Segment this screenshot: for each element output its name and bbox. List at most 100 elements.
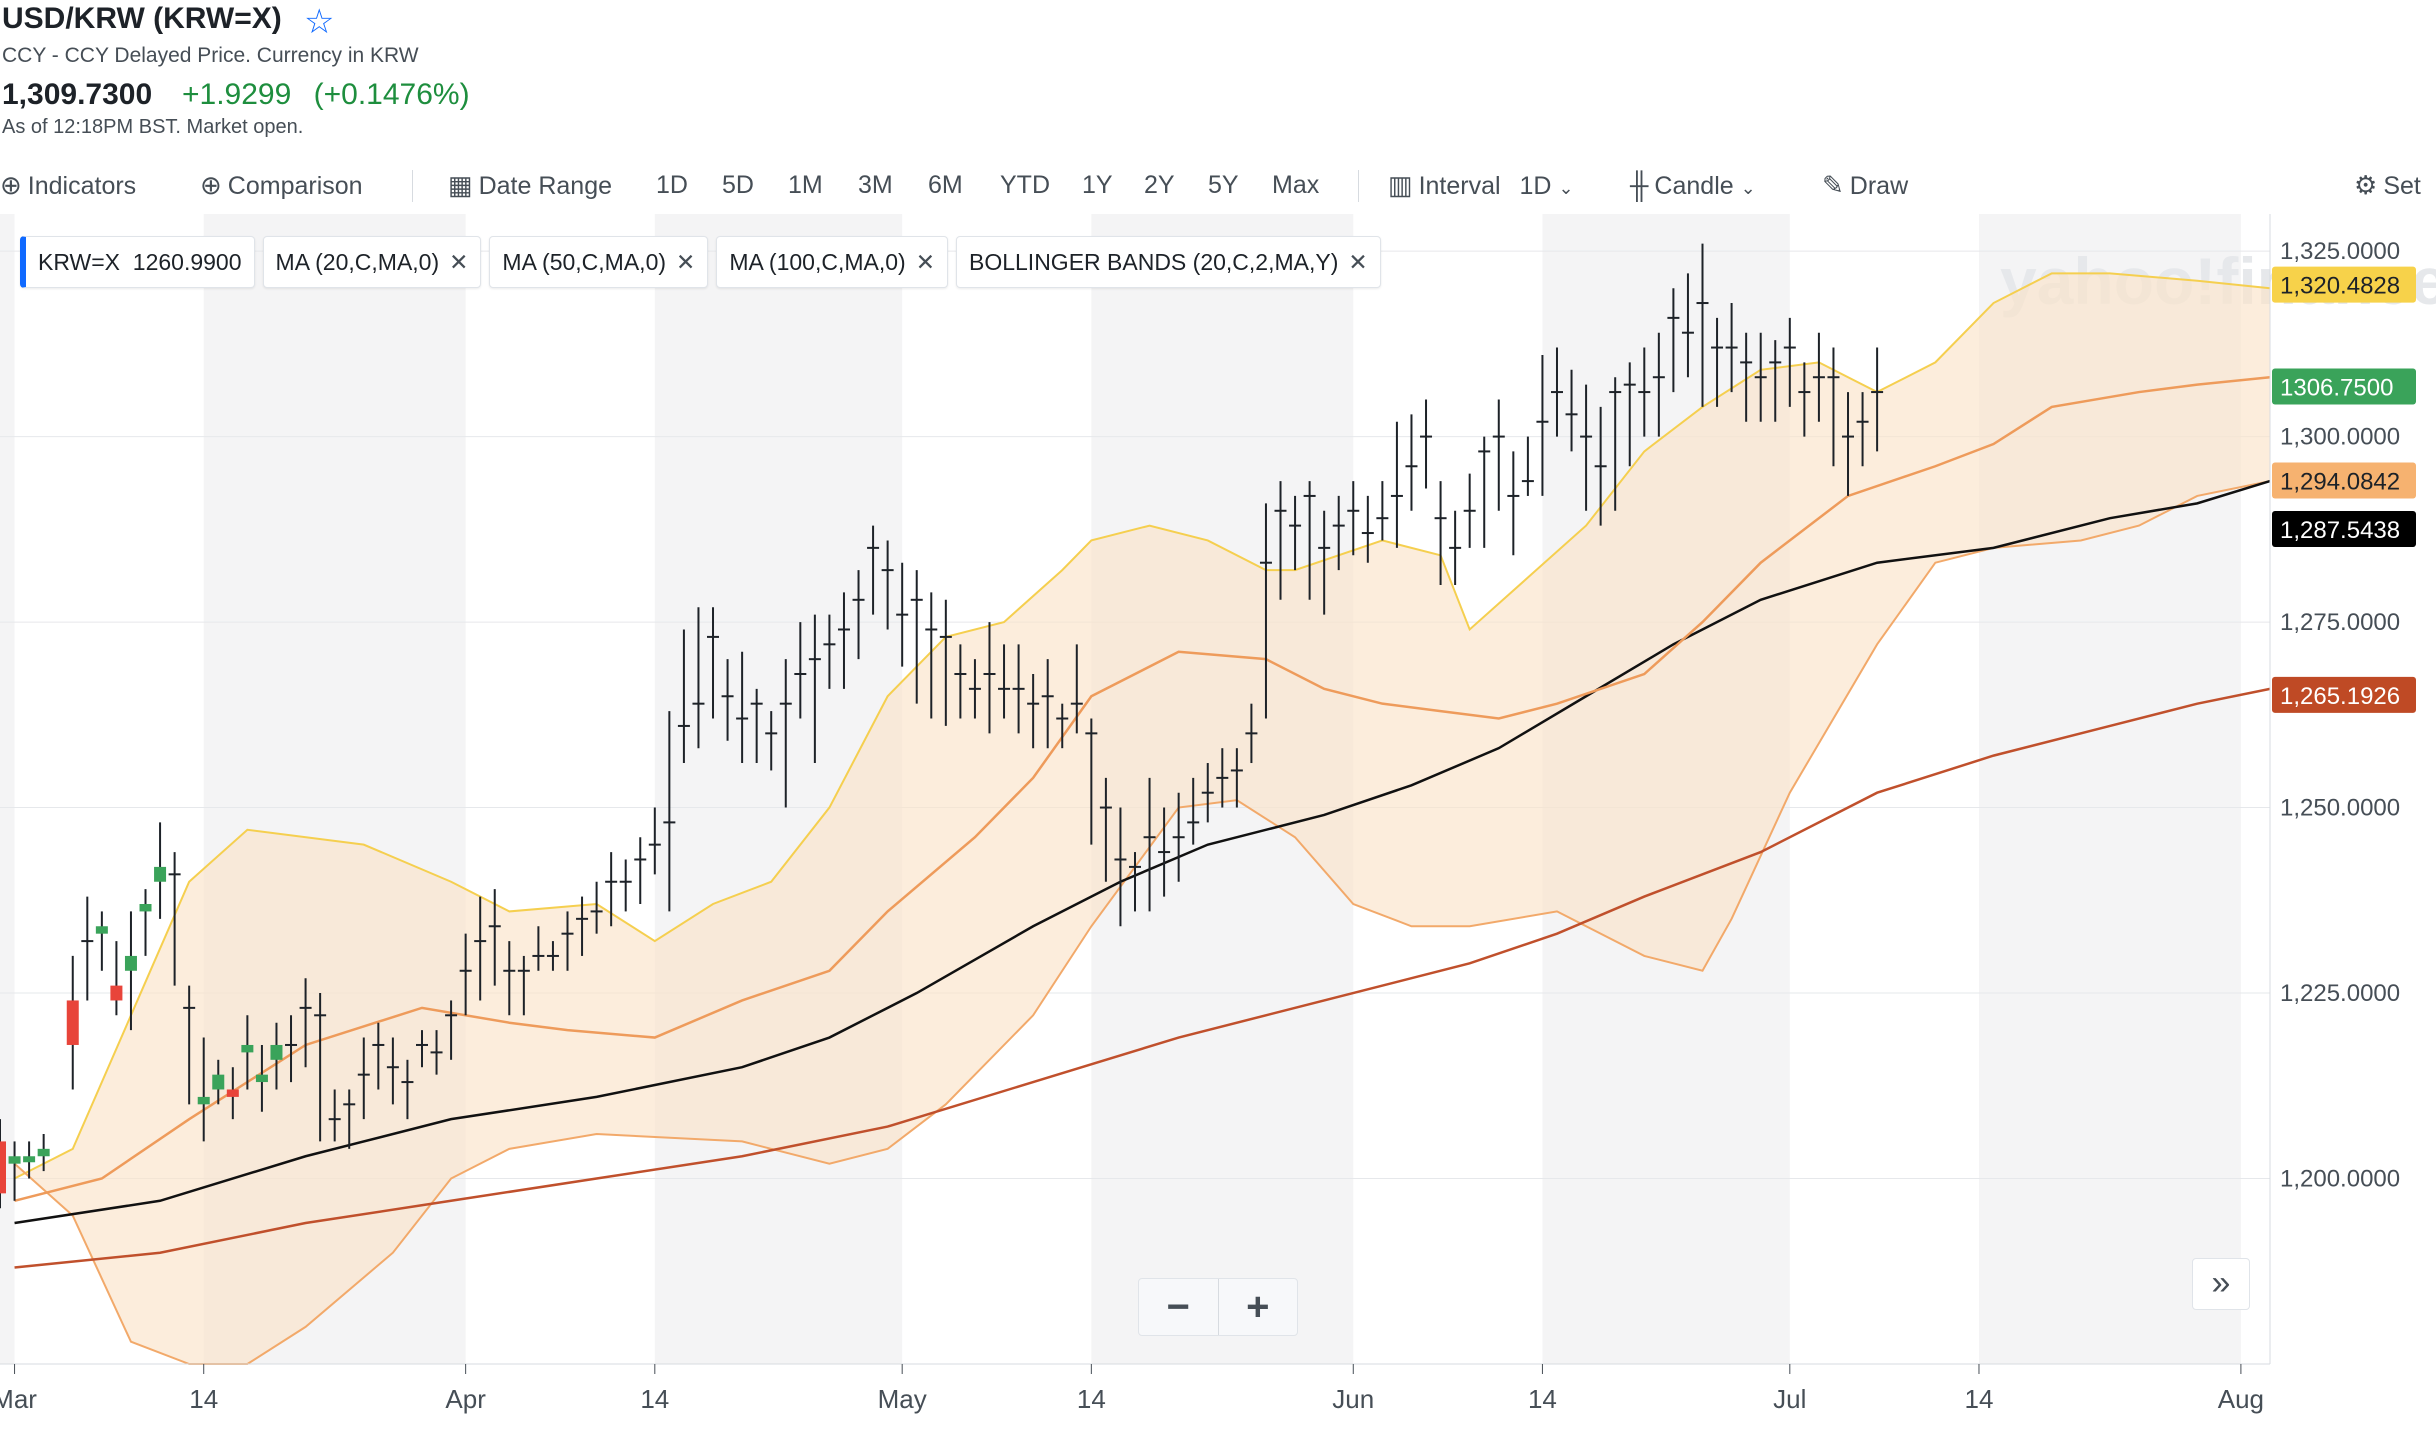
- scroll-forward-button[interactable]: »: [2192, 1258, 2250, 1310]
- study-chip-label: MA (20,C,MA,0): [275, 249, 440, 275]
- y-tick-label: 1,225.0000: [2280, 980, 2400, 1007]
- candle-body: [139, 904, 152, 912]
- x-tick-label: Jun: [1332, 1384, 1374, 1414]
- candle: [954, 644, 967, 719]
- candle: [663, 711, 676, 912]
- study-chip-bollinger[interactable]: BOLLINGER BANDS (20,C,2,MA,Y) ✕: [955, 236, 1381, 288]
- candle: [1507, 451, 1520, 556]
- range-2y[interactable]: 2Y: [1144, 171, 1175, 199]
- candle: [983, 622, 996, 734]
- candle-body: [270, 1044, 283, 1060]
- study-chip-label: MA (100,C,MA,0): [729, 249, 906, 275]
- x-tick-label: Jul: [1773, 1384, 1806, 1414]
- study-chip-label: BOLLINGER BANDS (20,C,2,MA,Y): [968, 249, 1339, 275]
- candle: [532, 926, 545, 971]
- candle: [445, 1000, 458, 1060]
- price-badge: 1,294.0842: [2272, 462, 2416, 499]
- draw-button[interactable]: ✎ Draw: [1822, 160, 1908, 210]
- candle: [197, 1037, 210, 1142]
- candle: [1812, 332, 1825, 422]
- quote-title: USD/KRW (KRW=X): [2, 2, 282, 35]
- candle: [1871, 347, 1884, 452]
- comparison-button[interactable]: ⊕ Comparison: [200, 160, 363, 210]
- candle: [1114, 807, 1127, 927]
- price-badge-bg: [2272, 462, 2416, 499]
- study-legend: KRW=X 1260.9900 MA (20,C,MA,0) ✕ MA (50,C…: [20, 236, 1381, 288]
- bollinger-upper-line: [14, 272, 2271, 1180]
- candle: [1099, 777, 1112, 882]
- candle: [285, 1015, 298, 1083]
- candle: [1434, 481, 1447, 585]
- zoom-out-button[interactable]: −: [1166, 1285, 1190, 1329]
- candle-body: [110, 985, 123, 1001]
- gear-icon: ⚙: [2354, 170, 2378, 200]
- range-1d[interactable]: 1D: [656, 171, 688, 199]
- chevron-down-icon: ⌄: [1558, 178, 1574, 198]
- settings-label: Set: [2383, 172, 2421, 200]
- candle: [1420, 399, 1433, 489]
- candle: [1842, 392, 1855, 496]
- interval-button[interactable]: ▥ Interval 1D ⌄: [1388, 160, 1574, 210]
- range-6m[interactable]: 6M: [928, 171, 963, 199]
- range-5d[interactable]: 5D: [722, 171, 754, 199]
- quote-change: +1.9299 (+0.1476%): [182, 78, 470, 112]
- candle: [1463, 473, 1476, 548]
- candle: [1303, 481, 1316, 600]
- candle: [721, 659, 734, 741]
- candle: [677, 629, 690, 764]
- study-chip-ma20[interactable]: MA (20,C,MA,0) ✕: [262, 236, 482, 288]
- candle: [1129, 852, 1141, 912]
- quote-subtitle: CCY - CCY Delayed Price. Currency in KRW: [2, 44, 419, 67]
- candle: [183, 985, 196, 1105]
- indicators-button[interactable]: ⊕ Indicators: [0, 160, 136, 210]
- close-icon[interactable]: ✕: [1348, 249, 1368, 275]
- candle: [765, 711, 778, 771]
- price-badge-bg: [2272, 676, 2416, 713]
- candle: [1565, 369, 1578, 452]
- candle: [1041, 659, 1054, 749]
- settings-button[interactable]: ⚙ Set: [2354, 160, 2421, 210]
- x-tick-label: Aug: [2218, 1384, 2264, 1414]
- symbol-chip[interactable]: KRW=X 1260.9900: [20, 236, 255, 288]
- ma100-line: [14, 687, 2271, 1269]
- price-badge: 1306.7500: [2272, 368, 2416, 405]
- candle-body: [212, 1074, 225, 1090]
- indicators-label: Indicators: [27, 172, 137, 200]
- date-range-button[interactable]: ▦ Date Range: [448, 160, 612, 210]
- range-max[interactable]: Max: [1272, 171, 1320, 199]
- range-ytd[interactable]: YTD: [1000, 171, 1050, 199]
- range-5y[interactable]: 5Y: [1208, 171, 1239, 199]
- star-outline-icon[interactable]: ☆: [304, 3, 335, 41]
- price-badge-bg: [2272, 266, 2416, 303]
- comparison-label: Comparison: [227, 172, 363, 200]
- candle: [867, 525, 880, 615]
- candle: [328, 1089, 341, 1142]
- candle: [0, 1119, 6, 1209]
- price-badge-label: 1,320.4828: [2280, 273, 2400, 300]
- price-badge: 1,320.4828: [2272, 266, 2416, 303]
- candle: [852, 570, 865, 660]
- range-1m[interactable]: 1M: [788, 171, 823, 199]
- candle: [837, 592, 850, 689]
- candle: [1201, 763, 1214, 823]
- quote-change-value: +1.9299: [182, 78, 292, 111]
- date-range-label: Date Range: [478, 172, 613, 200]
- chart-type-button[interactable]: ╫ Candle ⌄: [1630, 160, 1756, 210]
- x-tick-label: 14: [189, 1384, 218, 1414]
- study-chip-label: MA (50,C,MA,0): [502, 249, 667, 275]
- close-icon[interactable]: ✕: [915, 249, 935, 275]
- close-icon[interactable]: ✕: [676, 249, 696, 275]
- range-1y[interactable]: 1Y: [1082, 171, 1113, 199]
- symbol-chip-label: KRW=X 1260.9900: [38, 249, 242, 275]
- candle: [1478, 436, 1491, 548]
- candle: [1056, 703, 1069, 749]
- axes: 1,200.0000 1,225.0000 1,250.0000 1,275.0000…: [0, 214, 2400, 1414]
- zoom-in-button[interactable]: +: [1246, 1285, 1270, 1329]
- range-3m[interactable]: 3M: [858, 171, 893, 199]
- close-icon[interactable]: ✕: [449, 249, 469, 275]
- price-badges: 1,320.4828 1306.7500 1,294.0842 1,287.5438 1…: [2272, 266, 2416, 713]
- study-chip-ma50[interactable]: MA (50,C,MA,0) ✕: [489, 236, 709, 288]
- study-chip-ma100[interactable]: MA (100,C,MA,0) ✕: [716, 236, 948, 288]
- price-chart[interactable]: yahoo!finance 1,200.00001,225.00001,250.…: [0, 214, 2436, 1432]
- candle: [736, 651, 749, 764]
